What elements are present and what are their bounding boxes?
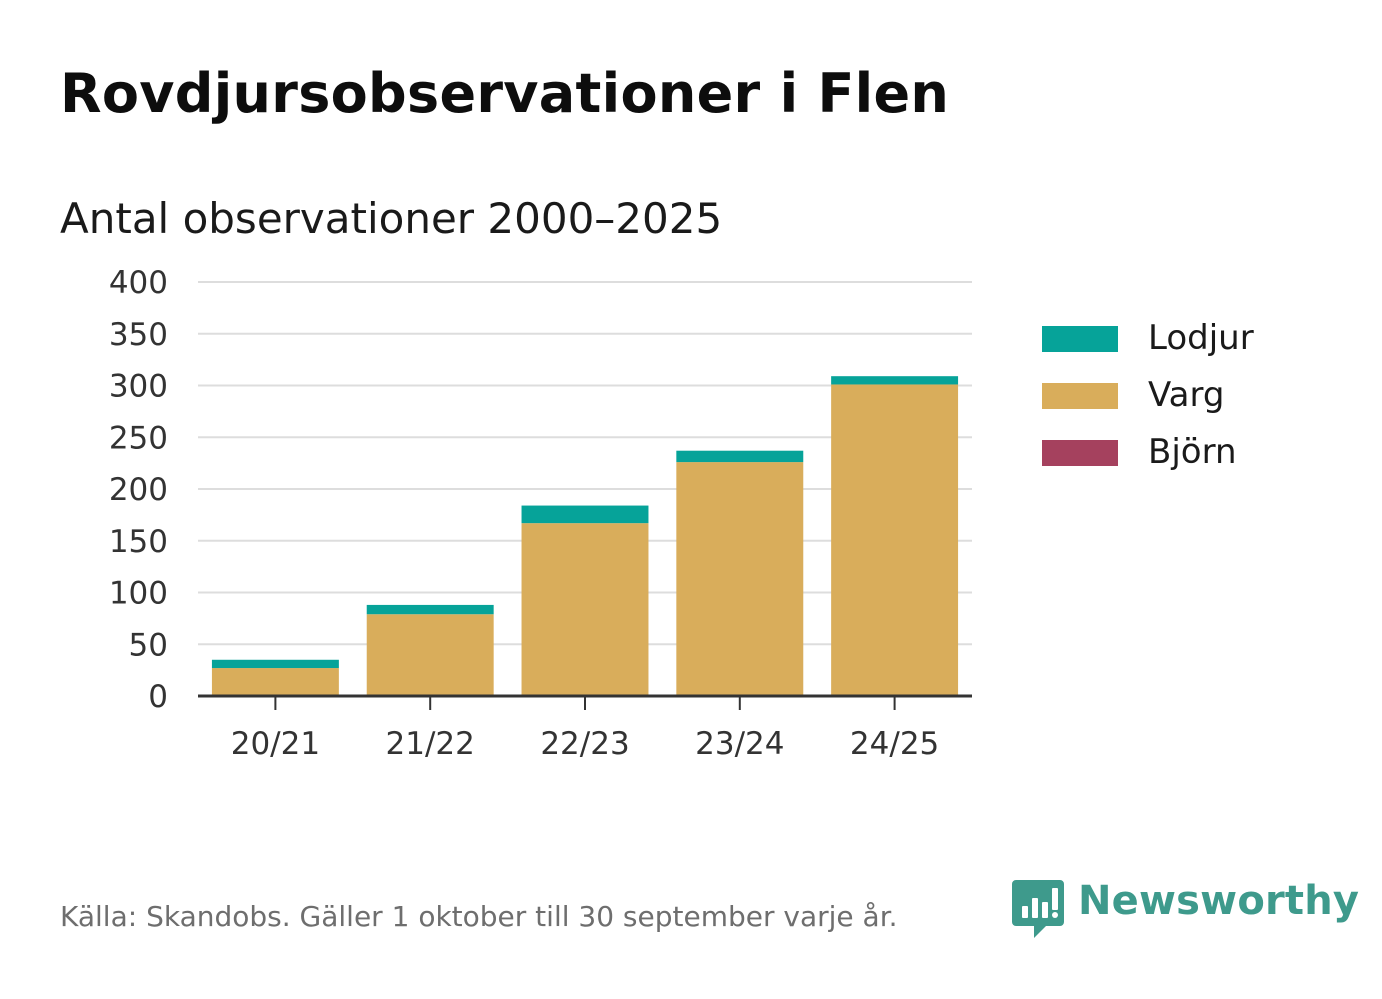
x-tick-label-21-22: 21/22 [386,726,475,762]
chart-subtitle: Antal observationer 2000–2025 [60,194,723,243]
bar-varg-20-21 [211,668,339,696]
bar-lodjur-21-22 [366,604,494,615]
y-tick-label-200: 200 [109,472,168,508]
y-tick-label-50: 50 [129,627,168,663]
bar-varg-21-22 [366,614,494,696]
legend-swatch-bjorn [1042,440,1118,466]
y-tick-label-0: 0 [148,679,168,715]
legend-label-varg: Varg [1148,375,1225,415]
legend-label-lodjur: Lodjur [1148,318,1254,358]
legend-swatch-lodjur [1042,326,1118,352]
bar-varg-23-24 [676,462,804,696]
bar-varg-22-23 [521,523,649,696]
y-tick-label-350: 350 [109,317,168,353]
brand-name: Newsworthy [1078,878,1360,924]
bar-lodjur-24-25 [831,376,959,385]
x-tick-label-24-25: 24/25 [850,726,939,762]
y-tick-label-150: 150 [109,524,168,560]
y-tick-label-300: 300 [109,369,168,405]
x-tick-label-23-24: 23/24 [695,726,784,762]
bar-varg-24-25 [831,384,959,696]
bar-lodjur-22-23 [521,505,649,524]
source-note: Källa: Skandobs. Gäller 1 oktober till 3… [60,900,898,933]
y-tick-label-100: 100 [109,576,168,612]
y-tick-label-400: 400 [109,265,168,301]
chart-title: Rovdjursobservationer i Flen [60,62,950,125]
x-tick-label-22-23: 22/23 [540,726,629,762]
x-tick-label-20-21: 20/21 [231,726,320,762]
legend-swatch-varg [1042,383,1118,409]
bar-lodjur-23-24 [676,450,804,463]
bar-lodjur-20-21 [211,659,339,669]
bar-chart-speech-bubble-icon [1012,880,1064,938]
legend-label-bjorn: Björn [1148,432,1237,472]
y-tick-label-250: 250 [109,420,168,456]
